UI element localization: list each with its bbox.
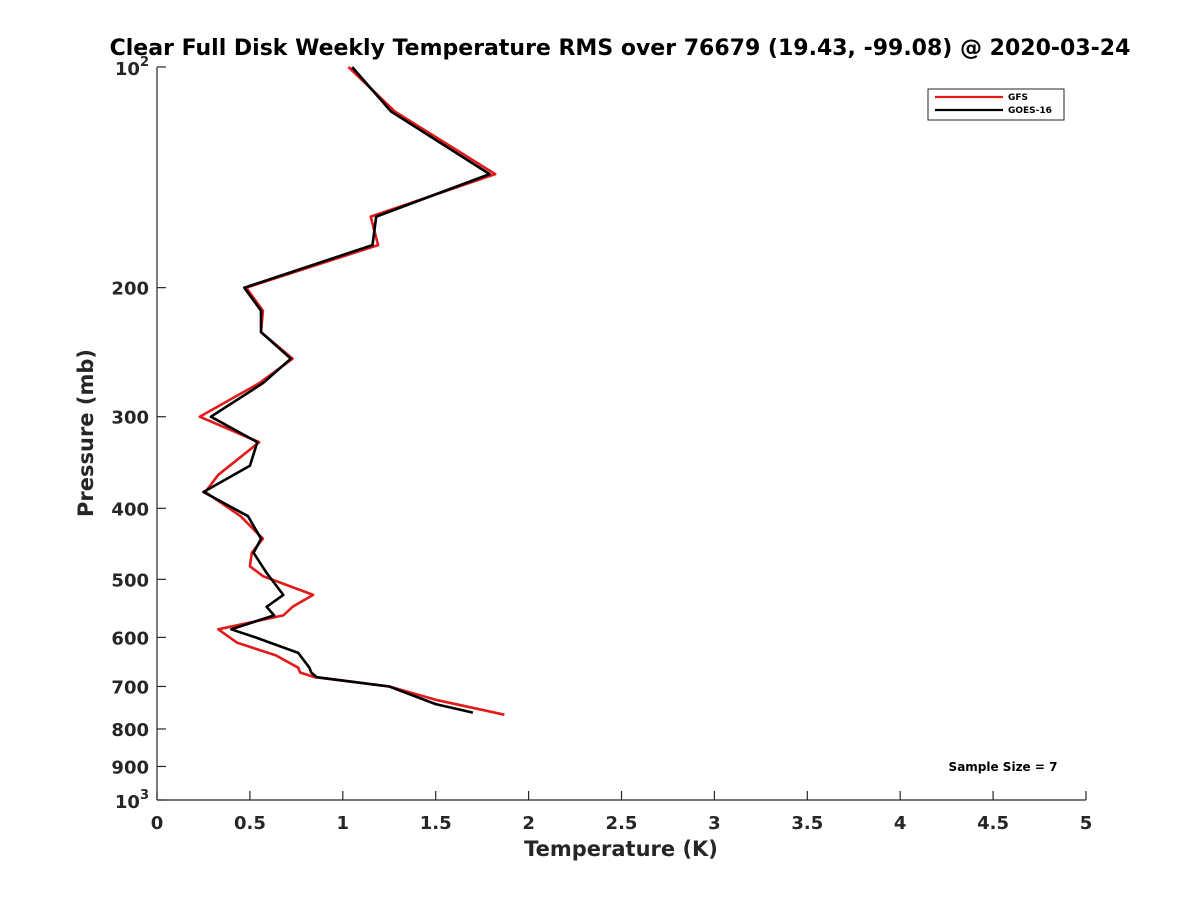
y-ticks: 200 300 400 500 600 700 800 900 102 103 (111, 55, 166, 813)
x-tick-label: 0.5 (234, 813, 266, 834)
series-group (198, 66, 505, 716)
chart-title: Clear Full Disk Weekly Temperature RMS o… (110, 36, 1131, 61)
legend: GFS GOES-16 (927, 88, 1065, 121)
x-tick-label: 3 (708, 813, 721, 834)
legend-label-gfs: GFS (1008, 93, 1028, 103)
y-tick-label: 200 (111, 279, 149, 300)
x-tick-label: 1.5 (420, 813, 452, 834)
x-tick-label: 2.5 (606, 813, 638, 834)
y-tick-label: 900 (111, 757, 149, 778)
series-line-goes-16 (202, 66, 491, 714)
x-ticks: 0 0.5 1 1.5 2 2.5 3 3.5 4 4.5 5 (151, 791, 1093, 834)
legend-label-goes-16: GOES-16 (1008, 106, 1052, 116)
x-tick-label: 3.5 (791, 813, 823, 834)
x-tick-label: 0 (151, 813, 164, 834)
y-axis-label: Pressure (mb) (74, 349, 98, 517)
series-line-gfs (198, 66, 505, 716)
legend-box (927, 88, 1065, 121)
x-tick-label: 2 (522, 813, 535, 834)
y-tick-label: 800 (111, 720, 149, 741)
y-tick-label: 400 (111, 499, 149, 520)
x-tick-label: 1 (337, 813, 350, 834)
x-tick-label: 4 (894, 813, 907, 834)
y-tick-label: 500 (111, 570, 149, 591)
x-tick-label: 4.5 (977, 813, 1009, 834)
y-tick-label: 300 (111, 408, 149, 429)
sample-size-annotation: Sample Size = 7 (949, 760, 1058, 774)
y-tick-label: 103 (115, 788, 149, 813)
y-tick-label: 700 (111, 677, 149, 698)
y-tick-label: 102 (115, 55, 149, 80)
x-tick-label: 5 (1080, 813, 1093, 834)
x-axis-label: Temperature (K) (524, 837, 718, 861)
y-tick-label: 600 (111, 628, 149, 649)
axes (156, 67, 1086, 801)
